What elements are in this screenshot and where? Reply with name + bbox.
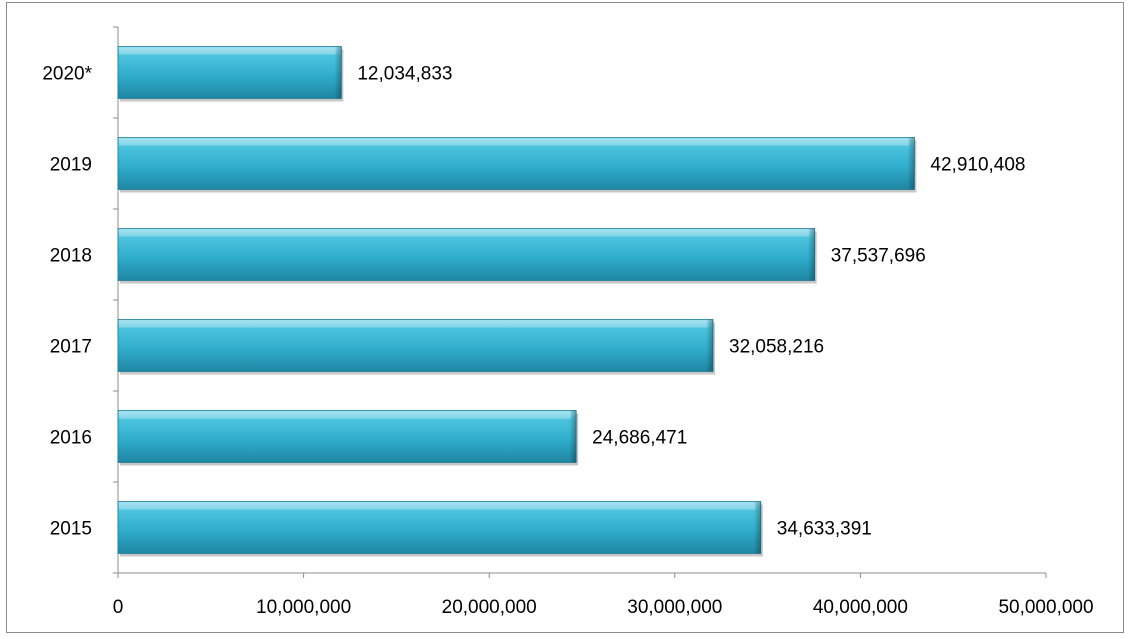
x-tick-label: 40,000,000 — [813, 597, 908, 618]
plot-area: 2020* 12,034,833 2019 42,910,408 2018 37,537,… — [42, 26, 1094, 618]
bar-group: 2018 37,537,696 — [50, 228, 926, 284]
bar-group: 2019 42,910,408 — [50, 137, 1026, 193]
y-tick-label: 2017 — [50, 337, 92, 358]
bar-highlight — [119, 138, 910, 146]
bar-chart: 2020* 12,034,833 2019 42,910,408 2018 37,537,… — [42, 26, 1094, 618]
x-tick-label: 20,000,000 — [442, 597, 537, 618]
y-tick-label: 2016 — [50, 428, 92, 449]
bar — [117, 501, 762, 554]
y-tick-label: 2019 — [50, 155, 92, 176]
bar-group: 2016 24,686,471 — [50, 410, 687, 466]
bar — [117, 319, 714, 372]
bar-group: 2020* 12,034,833 — [42, 46, 452, 102]
chart-frame: 2020* 12,034,833 2019 42,910,408 2018 37,537,… — [6, 2, 1124, 633]
bar-end-bevel — [334, 46, 342, 99]
bar-highlight — [119, 411, 572, 419]
bar-highlight — [119, 229, 810, 237]
x-tick-label: 30,000,000 — [627, 597, 722, 618]
bar-highlight — [119, 47, 337, 55]
bar-group: 2017 32,058,216 — [50, 319, 824, 375]
bar-end-bevel — [706, 319, 714, 372]
data-label: 12,034,833 — [357, 64, 452, 85]
x-tick-label: 10,000,000 — [256, 597, 351, 618]
data-label: 32,058,216 — [729, 337, 824, 358]
bar-highlight — [119, 320, 709, 328]
data-label: 24,686,471 — [592, 428, 687, 449]
bar-end-bevel — [569, 410, 577, 463]
y-tick-label: 2020* — [42, 64, 92, 85]
data-label: 42,910,408 — [930, 155, 1025, 176]
bar-highlight — [119, 502, 756, 510]
bar-end-bevel — [807, 228, 815, 281]
bar-group: 2015 34,633,391 — [50, 501, 872, 557]
data-label: 34,633,391 — [777, 519, 872, 540]
bar — [117, 228, 816, 281]
y-tick-label: 2015 — [50, 519, 92, 540]
bar-end-bevel — [907, 137, 915, 190]
x-tick-label: 50,000,000 — [998, 597, 1093, 618]
x-tick-label: 0 — [113, 597, 124, 618]
data-label: 37,537,696 — [831, 246, 926, 267]
bar-end-bevel — [753, 501, 761, 554]
bar — [117, 46, 342, 99]
y-tick-label: 2018 — [50, 246, 92, 267]
